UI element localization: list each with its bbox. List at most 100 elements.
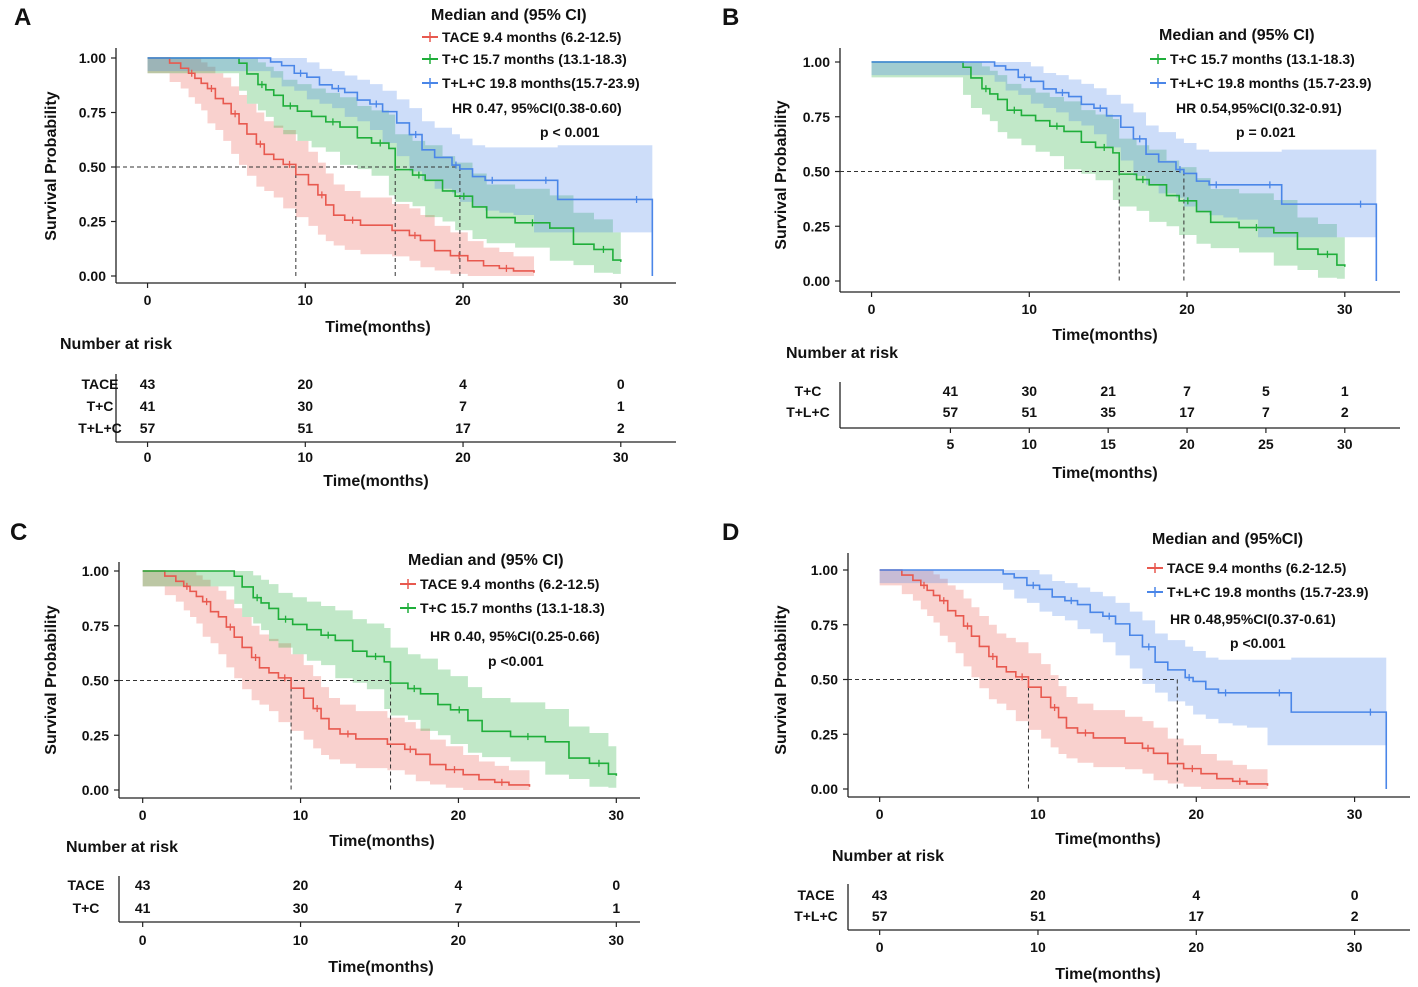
y-tick-label: 0.25	[79, 214, 106, 230]
x-tick-label: 30	[613, 292, 629, 308]
risk-count: 7	[1183, 383, 1191, 399]
x-tick-label: 0	[876, 806, 884, 822]
risk-count: 57	[943, 404, 959, 420]
km-curve-tlc	[147, 57, 654, 276]
ci-band-tlc	[147, 58, 653, 233]
risk-count: 4	[459, 376, 467, 392]
x-tick-label: 20	[1188, 806, 1204, 822]
risk-tick-label: 20	[451, 932, 467, 948]
risk-count: 2	[1341, 404, 1349, 420]
risk-count: 41	[943, 383, 959, 399]
risk-row-label: T+L+C	[786, 404, 830, 420]
panel-B: B 0.00 0.25 0.50 0.75 1.00 0 10 20 30 Time(months)…	[722, 4, 1400, 482]
y-axis-title: Survival Probability	[773, 100, 790, 249]
risk-row-label: TACE	[81, 376, 118, 392]
risk-tick-label: 20	[1188, 939, 1204, 955]
risk-x-title: Time(months)	[1055, 966, 1160, 983]
y-axis-title: Survival Probability	[773, 605, 790, 754]
panel-label: B	[722, 4, 739, 31]
risk-tick-label: 10	[293, 932, 309, 948]
risk-count: 1	[612, 900, 620, 916]
risk-count: 51	[298, 420, 314, 436]
hazard-ratio: HR 0.54,95%CI(0.32-0.91)	[1176, 100, 1342, 116]
y-tick-label: 0.50	[79, 159, 106, 175]
risk-count: 30	[298, 398, 314, 414]
risk-count: 41	[140, 398, 156, 414]
km-curve-tlc	[871, 61, 1378, 281]
risk-tick-label: 0	[876, 939, 884, 955]
y-tick-label: 1.00	[811, 562, 838, 578]
hazard-ratio: HR 0.48,95%CI(0.37-0.61)	[1170, 611, 1336, 627]
km-curve-tc	[871, 61, 1346, 267]
risk-tick-label: 0	[139, 932, 147, 948]
risk-count: 2	[617, 420, 625, 436]
x-tick-label: 0	[144, 292, 152, 308]
risk-count: 2	[1351, 908, 1359, 924]
y-tick-label: 1.00	[82, 563, 109, 579]
x-tick-label: 10	[1022, 301, 1038, 317]
risk-count: 4	[1192, 887, 1200, 903]
legend-entry: T+C 15.7 months (13.1-18.3)	[1170, 51, 1355, 67]
y-axis-title: Survival Probability	[43, 91, 60, 240]
risk-count: 5	[1262, 383, 1270, 399]
y-tick-label: 0.00	[803, 273, 830, 289]
x-tick-label: 10	[1030, 806, 1046, 822]
risk-table-title: Number at risk	[786, 345, 898, 362]
risk-count: 43	[140, 376, 156, 392]
risk-count: 1	[1341, 383, 1349, 399]
risk-tick-label: 10	[1022, 436, 1038, 452]
ci-band-tace	[147, 58, 535, 276]
y-tick-label: 0.00	[811, 781, 838, 797]
km-curve-tlc	[879, 569, 1388, 789]
risk-row-label: T+L+C	[794, 908, 838, 924]
risk-tick-label: 15	[1100, 436, 1116, 452]
panel-label: D	[722, 519, 739, 546]
y-tick-label: 0.50	[82, 673, 109, 689]
x-tick-label: 20	[451, 807, 467, 823]
km-curve-tace	[142, 570, 531, 787]
risk-count: 0	[612, 877, 620, 893]
risk-tick-label: 25	[1258, 436, 1274, 452]
risk-count: 1	[617, 398, 625, 414]
y-tick-label: 0.75	[82, 618, 109, 634]
risk-count: 43	[135, 877, 151, 893]
y-tick-label: 0.75	[79, 105, 106, 121]
y-tick-label: 1.00	[79, 50, 106, 66]
km-curve-tc	[142, 570, 618, 776]
y-tick-label: 0.50	[803, 164, 830, 180]
km-curve-tc	[147, 57, 622, 262]
y-tick-label: 1.00	[803, 54, 830, 70]
x-tick-label: 30	[1337, 301, 1353, 317]
risk-row-label: TACE	[67, 877, 104, 893]
km-curve-tace	[147, 57, 535, 273]
legend-entry: T+C 15.7 months (13.1-18.3)	[420, 600, 605, 616]
x-axis-title: Time(months)	[329, 833, 434, 850]
risk-count: 30	[293, 900, 309, 916]
x-axis-title: Time(months)	[325, 319, 430, 336]
risk-tick-label: 30	[1337, 436, 1353, 452]
y-tick-label: 0.00	[82, 782, 109, 798]
risk-count: 7	[459, 398, 467, 414]
ci-band-tc	[147, 58, 621, 274]
legend-title: Median and (95% CI)	[408, 552, 564, 569]
x-axis-title: Time(months)	[1052, 327, 1157, 344]
panel-label: C	[10, 519, 27, 546]
risk-count: 17	[1188, 908, 1204, 924]
risk-x-title: Time(months)	[328, 959, 433, 976]
ci-band-tc	[142, 571, 617, 788]
y-tick-label: 0.00	[79, 268, 106, 284]
hazard-ratio: HR 0.40, 95%CI(0.25-0.66)	[430, 628, 600, 644]
risk-count: 21	[1100, 383, 1116, 399]
p-value: p <0.001	[1230, 635, 1286, 651]
risk-count: 0	[1351, 887, 1359, 903]
risk-table-title: Number at risk	[66, 839, 178, 856]
x-tick-label: 0	[139, 807, 147, 823]
ci-band-tlc	[871, 62, 1377, 238]
risk-count: 51	[1022, 404, 1038, 420]
risk-count: 7	[1262, 404, 1270, 420]
risk-count: 35	[1100, 404, 1116, 420]
risk-count: 30	[1022, 383, 1038, 399]
risk-tick-label: 10	[298, 449, 314, 465]
legend-title: Median and (95%CI)	[1152, 531, 1303, 548]
